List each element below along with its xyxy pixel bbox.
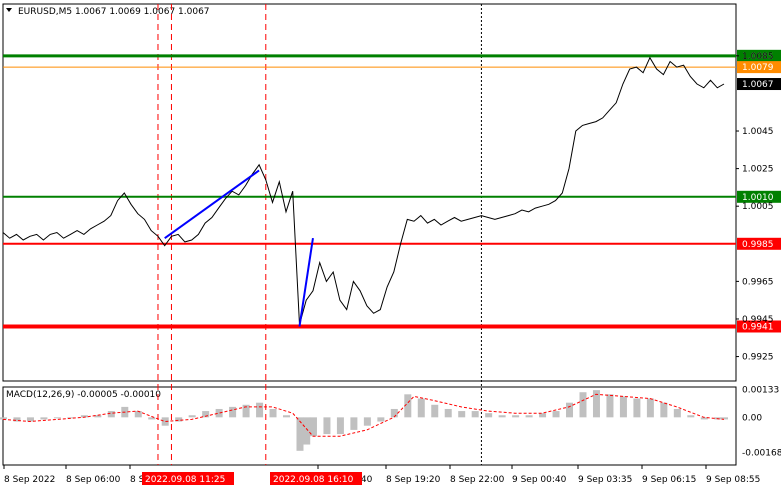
macd-histogram-bar-43 (566, 402, 574, 418)
macd-histogram-bar-31 (404, 394, 412, 418)
x-marker-box-0 (142, 472, 234, 485)
macd-y-tick-label-1: 0.00 (742, 413, 762, 423)
x-marker-label-1: 2022.09.08 16:10 (273, 475, 354, 485)
macd-y-tick-label-0: 0.00133 (742, 386, 779, 396)
x-marker-box-1 (270, 472, 362, 485)
x-tick-label-6: 9 Sep 00:40 (512, 475, 567, 485)
macd-histogram-bar-51 (673, 408, 681, 418)
macd-histogram-bar-36 (471, 411, 479, 418)
macd-histogram-bar-5 (67, 417, 75, 419)
y-tick-label-0: 1.0085 (742, 52, 774, 62)
macd-histogram-bar-2 (26, 417, 34, 422)
macd-histogram-bar-15 (202, 411, 210, 418)
macd-histogram-bar-19 (256, 402, 264, 418)
macd-histogram-bar-13 (175, 417, 183, 422)
macd-histogram-bar-37 (485, 413, 493, 418)
macd-label: MACD(12,26,9) -0.00005 -0.00010 (6, 390, 161, 400)
macd-histogram-bar-22 (296, 417, 304, 451)
level-price-label-2: 1.0010 (742, 193, 774, 203)
level-price-box-3 (737, 237, 781, 250)
macd-histogram-bar-16 (215, 408, 223, 418)
macd-histogram-bar-46 (606, 394, 614, 418)
macd-histogram-bar-41 (539, 413, 547, 418)
macd-histogram-bar-35 (458, 411, 466, 418)
current-price-box (737, 78, 781, 91)
trend-line-1 (298, 238, 314, 327)
macd-histogram-bar-7 (94, 415, 102, 418)
macd-histogram-bar-52 (687, 415, 695, 418)
trend-line-0 (164, 169, 260, 239)
macd-histogram-bar-33 (431, 404, 439, 418)
macd-histogram-bar-10 (134, 411, 142, 418)
level-price-box-0 (737, 49, 781, 62)
x-tick-label-5: 8 Sep 22:00 (450, 475, 505, 485)
level-price-label-4: 0.9941 (742, 322, 774, 332)
macd-histogram-bar-12 (161, 417, 169, 426)
y-tick-label-1: 1.0045 (742, 127, 774, 137)
y-tick-label-5: 0.9945 (742, 315, 774, 325)
macd-histogram-bar-6 (80, 415, 88, 418)
x-marker-label-0: 2022.09.08 11:25 (145, 475, 225, 485)
macd-histogram-bar-39 (512, 415, 520, 418)
level-price-box-2 (737, 190, 781, 203)
macd-histogram-bar-8 (107, 411, 115, 418)
macd-histogram-bar-23 (303, 417, 311, 445)
macd-y-tick-label-2: -0.00168 (742, 448, 781, 458)
macd-histogram-bar-18 (242, 404, 250, 418)
chart-title: EURUSD,M5 1.0067 1.0069 1.0067 1.0067 (18, 7, 210, 17)
macd-histogram-bar-21 (283, 415, 291, 418)
macd-histogram-bar-17 (229, 406, 237, 418)
macd-histogram-bar-30 (390, 408, 398, 418)
macd-histogram-bar-55 (721, 417, 728, 420)
level-price-box-4 (737, 320, 781, 333)
x-tick-label-8: 9 Sep 06:15 (642, 475, 696, 485)
level-price-label-3: 0.9985 (742, 240, 774, 250)
y-tick-label-3: 1.0005 (742, 202, 774, 212)
x-tick-label-0: 8 Sep 2022 (4, 475, 55, 485)
macd-histogram-bar-25 (323, 417, 331, 435)
y-tick-label-6: 0.9925 (742, 353, 774, 363)
macd-histogram-bar-45 (592, 390, 600, 418)
title-triangle-icon (6, 8, 12, 12)
level-price-label-1: 1.0079 (742, 63, 774, 73)
macd-histogram-bar-44 (579, 392, 587, 418)
macd-histogram-bar-14 (188, 415, 196, 418)
y-tick-label-4: 0.9965 (742, 277, 774, 287)
macd-histogram-bar-42 (552, 411, 560, 418)
x-tick-label-7: 9 Sep 03:35 (578, 475, 632, 485)
level-price-box-1 (737, 61, 781, 74)
price-series-line (2, 56, 725, 325)
y-tick-label-2: 1.0025 (742, 165, 774, 175)
macd-histogram-bar-24 (309, 417, 317, 437)
macd-histogram-bar-34 (444, 408, 452, 418)
macd-histogram-bar-38 (498, 415, 506, 418)
macd-histogram-bar-47 (619, 396, 627, 418)
macd-histogram-bar-4 (53, 417, 61, 419)
x-tick-label-9: 9 Sep 08:55 (706, 475, 760, 485)
macd-histogram-bar-53 (700, 417, 708, 420)
level-price-label-0: 1.0085 (742, 52, 774, 62)
macd-histogram-bar-40 (525, 415, 533, 418)
x-tick-label-4: 8 Sep 19:20 (386, 475, 441, 485)
macd-histogram-bar-32 (417, 398, 425, 418)
macd-histogram-bar-11 (148, 417, 156, 420)
macd-panel-frame (2, 386, 737, 466)
macd-histogram-bar-49 (646, 398, 654, 418)
macd-histogram-bar-48 (633, 398, 641, 418)
macd-histogram-bar-27 (350, 417, 358, 430)
macd-histogram-bar-50 (660, 402, 668, 418)
macd-histogram-bar-26 (336, 417, 344, 435)
macd-histogram-bar-20 (269, 408, 277, 418)
macd-histogram-bar-1 (13, 417, 21, 422)
macd-histogram-bar-28 (363, 417, 371, 426)
x-tick-label-1: 8 Sep 06:00 (66, 475, 121, 485)
main-panel-frame (2, 3, 737, 382)
macd-signal-line (2, 393, 725, 437)
macd-histogram-bar-0 (0, 417, 7, 420)
macd-histogram-bar-3 (40, 417, 48, 420)
macd-histogram-bar-29 (377, 417, 385, 422)
current-price-label: 1.0067 (742, 80, 774, 90)
